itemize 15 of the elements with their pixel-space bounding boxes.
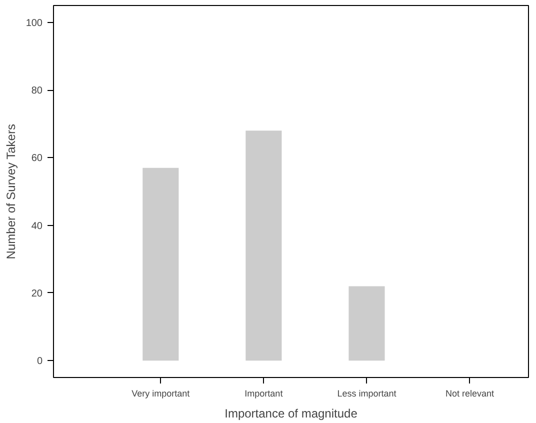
- x-axis-title: Importance of magnitude: [224, 406, 358, 420]
- x-tick-label: Important: [244, 388, 284, 398]
- y-axis-title: Number of Survey Takers: [4, 124, 18, 260]
- x-tick-label: Less important: [337, 388, 397, 398]
- y-tick-label: 60: [31, 153, 43, 164]
- y-tick-label: 80: [31, 86, 43, 97]
- y-tick-label: 20: [31, 288, 43, 300]
- x-tick-label: Very important: [132, 388, 190, 398]
- y-tick-label: 100: [26, 18, 43, 29]
- bar: [246, 130, 282, 361]
- y-tick-label: 40: [31, 220, 43, 232]
- y-tick-label: 0: [36, 356, 43, 368]
- bar: [142, 168, 179, 361]
- x-tick-label: Not relevant: [446, 388, 495, 398]
- bar: [348, 286, 385, 361]
